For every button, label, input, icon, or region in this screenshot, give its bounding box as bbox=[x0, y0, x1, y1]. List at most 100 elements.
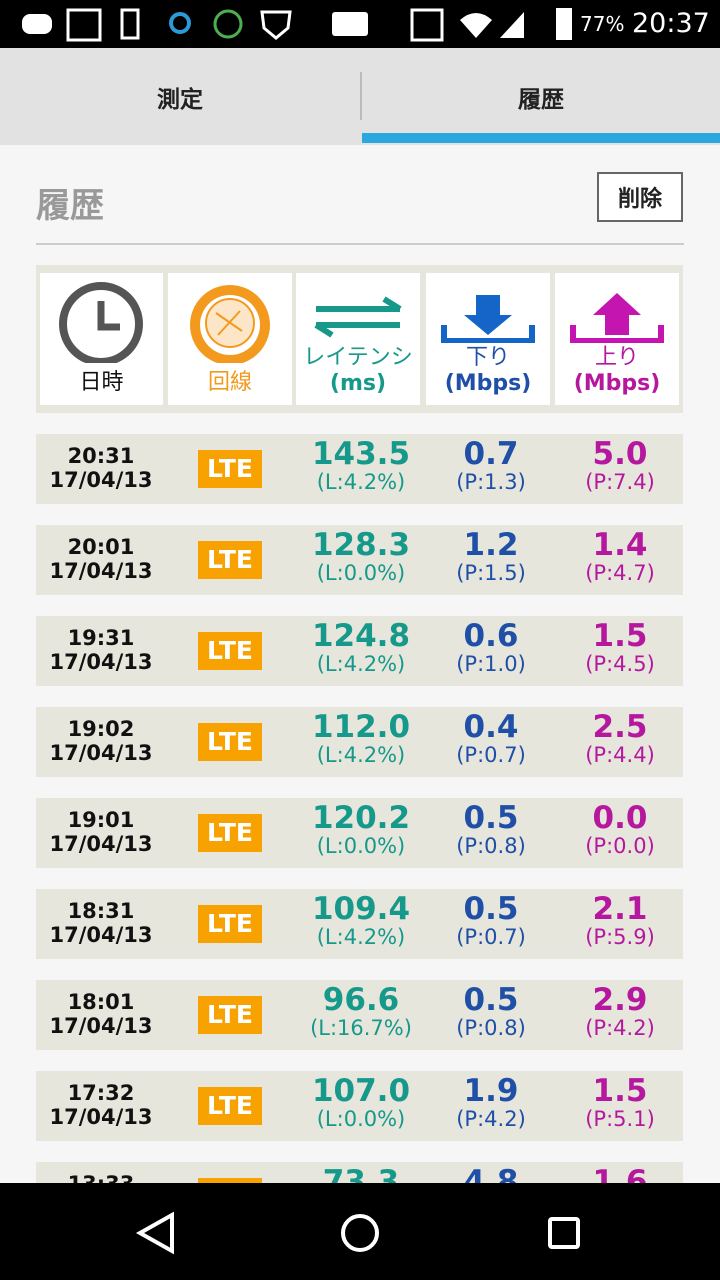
history-row[interactable]: 19:31 17/04/13 LTE 124.8 (L:4.2%) 0.6 (P:1.0) 1… bbox=[36, 616, 683, 686]
header-unit: (Mbps) bbox=[444, 371, 532, 396]
loss-value: (L:0.0%) bbox=[316, 834, 406, 858]
status-bar: 77% 20:37 bbox=[0, 0, 720, 48]
history-row[interactable]: 19:01 17/04/13 LTE 120.2 (L:0.0%) 0.5 (P:0.8) 0… bbox=[36, 798, 683, 868]
loss-value: (L:16.7%) bbox=[310, 1016, 412, 1040]
home-button[interactable] bbox=[341, 1214, 379, 1252]
history-row[interactable]: 20:01 17/04/13 LTE 128.3 (L:0.0%) 1.2 (P:1.5) 1… bbox=[36, 525, 683, 595]
down-value: 0.7 bbox=[463, 436, 519, 472]
header-label: 日時 bbox=[79, 370, 124, 395]
loss-value: (L:4.2%) bbox=[316, 652, 406, 676]
header-label: 下り bbox=[465, 345, 510, 370]
down-peak-value: (P:4.2) bbox=[456, 1107, 526, 1131]
header-cell: レイテンシ (ms) bbox=[296, 273, 420, 405]
divider bbox=[36, 243, 684, 245]
up-peak-value: (P:4.5) bbox=[585, 652, 655, 676]
down-value: 0.5 bbox=[463, 800, 519, 836]
line-badge: LTE bbox=[198, 1178, 262, 1183]
history-row[interactable]: 13:33LTE73.34.81.6 bbox=[36, 1162, 683, 1183]
history-row[interactable]: 19:02 17/04/13 LTE 112.0 (L:4.2%) 0.4 (P:0.7) 2… bbox=[36, 707, 683, 777]
loss-value: (L:4.2%) bbox=[316, 470, 406, 494]
latency-value: 96.6 bbox=[322, 982, 400, 1018]
header-cell: 日時 bbox=[40, 273, 163, 405]
back-button[interactable] bbox=[135, 1211, 174, 1255]
history-row[interactable]: 18:01 17/04/13 LTE 96.6 (L:16.7%) 0.5 (P:0.8) 2… bbox=[36, 980, 683, 1050]
up-value: 1.5 bbox=[592, 1073, 648, 1109]
latency-value: 73.3 bbox=[322, 1164, 400, 1183]
battery-text: 77% bbox=[580, 12, 625, 36]
down-value: 4.8 bbox=[463, 1164, 519, 1183]
up-value: 5.0 bbox=[592, 436, 648, 472]
header-unit: (ms) bbox=[329, 371, 387, 396]
row-time: 19:01 bbox=[67, 808, 135, 832]
header-cell: 回線 bbox=[168, 273, 292, 405]
header-label: 上り bbox=[594, 345, 639, 370]
tab[interactable]: 測定 bbox=[157, 86, 203, 113]
row-time: 18:01 bbox=[67, 990, 135, 1014]
latency-value: 143.5 bbox=[311, 436, 411, 472]
tab-bar: 測定 履歴 bbox=[0, 48, 720, 145]
history-row[interactable]: 17:32 17/04/13 LTE 107.0 (L:0.0%) 1.9 (P:4.2) 1… bbox=[36, 1071, 683, 1141]
history-row[interactable]: 18:31 17/04/13 LTE 109.4 (L:4.2%) 0.5 (P:0.7) 2… bbox=[36, 889, 683, 959]
clock: 20:37 bbox=[632, 8, 710, 39]
row-date: 17/04/13 bbox=[49, 741, 153, 765]
up-value: 2.1 bbox=[592, 891, 648, 927]
header-label: レイテンシ bbox=[303, 345, 413, 370]
status-icons bbox=[22, 8, 572, 42]
latency-value: 109.4 bbox=[311, 891, 411, 927]
up-value: 1.5 bbox=[592, 618, 648, 654]
down-peak-value: (P:0.8) bbox=[456, 1016, 526, 1040]
down-peak-value: (P:0.8) bbox=[456, 834, 526, 858]
row-time: 19:02 bbox=[67, 717, 135, 741]
upload-icon bbox=[570, 293, 664, 344]
up-peak-value: (P:0.0) bbox=[585, 834, 655, 858]
nav-icons bbox=[135, 1211, 580, 1255]
loss-value: (L:4.2%) bbox=[316, 743, 406, 767]
row-time: 18:31 bbox=[67, 899, 135, 923]
line-badge: LTE bbox=[198, 814, 262, 852]
line-badge: LTE bbox=[198, 723, 262, 761]
down-peak-value: (P:1.3) bbox=[456, 470, 526, 494]
recents-button[interactable] bbox=[548, 1217, 580, 1249]
tab-divider bbox=[360, 72, 362, 120]
history-list: 20:31 17/04/13 LTE 143.5 (L:4.2%) 0.7 (P:1.3) 5… bbox=[36, 434, 683, 1183]
up-peak-value: (P:4.2) bbox=[585, 1016, 655, 1040]
row-date: 17/04/13 bbox=[49, 1105, 153, 1129]
tab[interactable]: 履歴 bbox=[518, 86, 564, 113]
network-icon bbox=[190, 285, 270, 365]
up-value: 1.4 bbox=[592, 527, 648, 563]
loss-value: (L:0.0%) bbox=[316, 1107, 406, 1131]
up-peak-value: (P:4.4) bbox=[585, 743, 655, 767]
down-value: 0.5 bbox=[463, 982, 519, 1018]
latency-icon bbox=[314, 296, 402, 338]
header-cell: 下り (Mbps) bbox=[426, 273, 550, 405]
row-time: 20:31 bbox=[67, 444, 135, 468]
row-time: 19:31 bbox=[67, 626, 135, 650]
down-peak-value: (P:1.0) bbox=[456, 652, 526, 676]
down-peak-value: (P:0.7) bbox=[456, 743, 526, 767]
up-value: 0.0 bbox=[592, 800, 648, 836]
latency-value: 120.2 bbox=[311, 800, 411, 836]
down-peak-value: (P:0.7) bbox=[456, 925, 526, 949]
row-date: 17/04/13 bbox=[49, 650, 153, 674]
latency-value: 128.3 bbox=[311, 527, 411, 563]
line-badge: LTE bbox=[198, 541, 262, 579]
clock-icon bbox=[59, 282, 143, 366]
down-value: 0.6 bbox=[463, 618, 519, 654]
row-date: 17/04/13 bbox=[49, 923, 153, 947]
line-badge: LTE bbox=[198, 996, 262, 1034]
row-date: 17/04/13 bbox=[49, 832, 153, 856]
delete-button[interactable]: 削除 bbox=[597, 172, 683, 222]
header-cell: 上り (Mbps) bbox=[555, 273, 679, 405]
history-row[interactable]: 20:31 17/04/13 LTE 143.5 (L:4.2%) 0.7 (P:1.3) 5… bbox=[36, 434, 683, 504]
header-label: 回線 bbox=[207, 370, 252, 395]
down-value: 0.4 bbox=[463, 709, 519, 745]
up-value: 1.6 bbox=[592, 1164, 648, 1183]
row-time: 20:01 bbox=[67, 535, 135, 559]
row-time: 17:32 bbox=[67, 1081, 135, 1105]
loss-value: (L:4.2%) bbox=[316, 925, 406, 949]
latency-value: 124.8 bbox=[311, 618, 411, 654]
up-value: 2.5 bbox=[592, 709, 648, 745]
latency-value: 107.0 bbox=[311, 1073, 411, 1109]
down-value: 0.5 bbox=[463, 891, 519, 927]
